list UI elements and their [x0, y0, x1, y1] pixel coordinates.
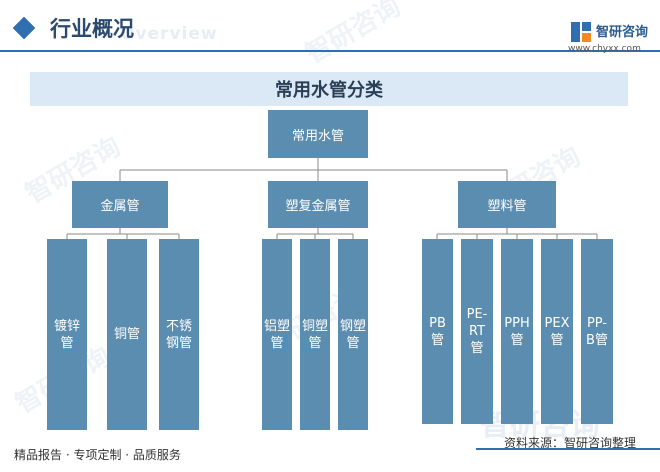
leaf-node: PPH管 [501, 239, 533, 424]
brand-url: www.chyxx.com [568, 44, 641, 54]
brand-logo-icon [571, 22, 591, 42]
watermark: 智研咨询 [480, 408, 600, 443]
brand-name: 智研咨询 [596, 25, 649, 40]
leaf-node: PB管 [422, 239, 453, 424]
leaf-node: 钢塑管 [338, 239, 368, 430]
header-subtitle: Overview [120, 24, 218, 44]
source-note: 资料来源：智研咨询整理 [504, 436, 637, 450]
header-divider [0, 50, 660, 52]
category-node-metal: 金属管 [72, 181, 168, 228]
leaf-node: PE-RT管 [461, 239, 493, 424]
leaf-node: PP-B管 [581, 239, 613, 424]
leaf-node: 铝塑管 [262, 239, 292, 430]
footer-divider [476, 448, 660, 450]
leaf-node: PEX管 [541, 239, 573, 424]
leaf-node: 铜塑管 [300, 239, 330, 430]
category-node-composite: 塑复金属管 [268, 181, 368, 228]
leaf-node: 镀锌管 [47, 239, 87, 430]
diagram-title: 常用水管分类 [30, 72, 628, 106]
page-title: 行业概况 [50, 17, 134, 41]
leaf-node: 铜管 [107, 239, 147, 430]
footer-tagline: 精品报告 · 专项定制 · 品质服务 [14, 448, 181, 462]
category-node-plastic: 塑料管 [458, 181, 556, 228]
root-node: 常用水管 [268, 110, 368, 158]
leaf-node: 不锈钢管 [159, 239, 199, 430]
